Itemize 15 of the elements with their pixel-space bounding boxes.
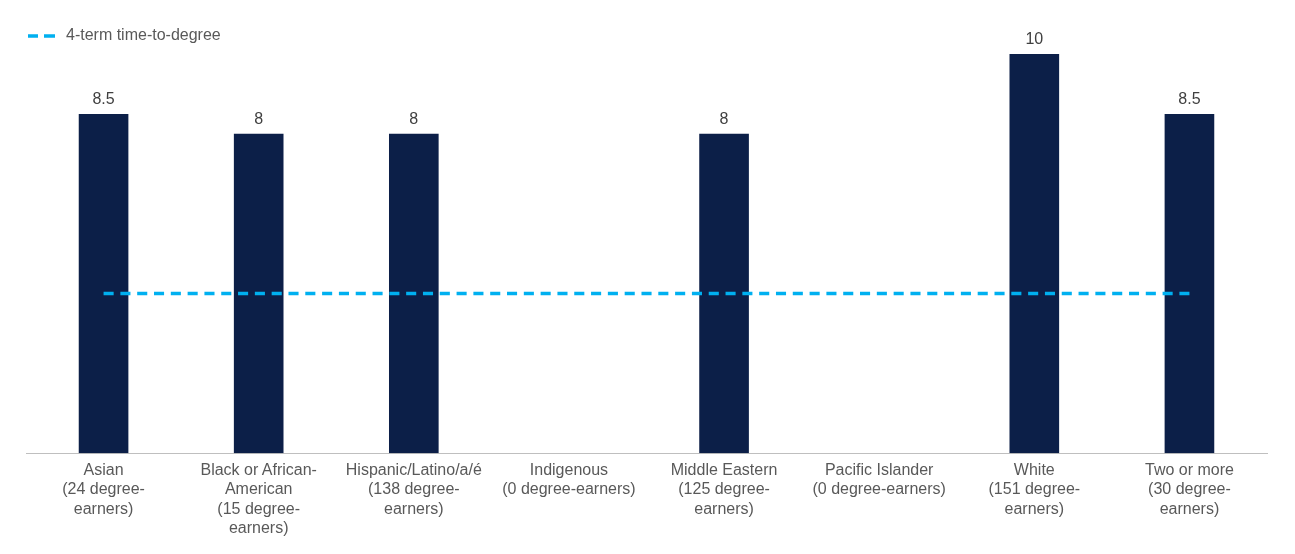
data-label: 8 <box>254 110 264 128</box>
data-label: 8.5 <box>92 90 115 108</box>
data-label: 10 <box>1025 30 1044 48</box>
data-label: 8 <box>409 110 419 128</box>
data-label: 8.5 <box>1178 90 1201 108</box>
x-tick-label: Asian (24 degree- earners) <box>62 461 145 517</box>
x-tick-label: White (151 degree- earners) <box>988 461 1081 517</box>
data-label: 8 <box>719 110 729 128</box>
x-tick-label: Black or African- American (15 degree- earners) <box>200 461 317 536</box>
x-tick-label: Middle Eastern (125 degree- earners) <box>670 461 778 517</box>
legend-label: 4-term time-to-degree <box>66 26 221 44</box>
x-tick-label: Indigenous (0 degree-earners) <box>502 461 636 498</box>
x-tick-label: Hispanic/Latino/a/é (138 degree- earners) <box>345 461 482 517</box>
x-tick-label: Two or more (30 degree- earners) <box>1144 461 1234 517</box>
x-tick-label: Pacific Islander (0 degree-earners) <box>812 461 946 498</box>
